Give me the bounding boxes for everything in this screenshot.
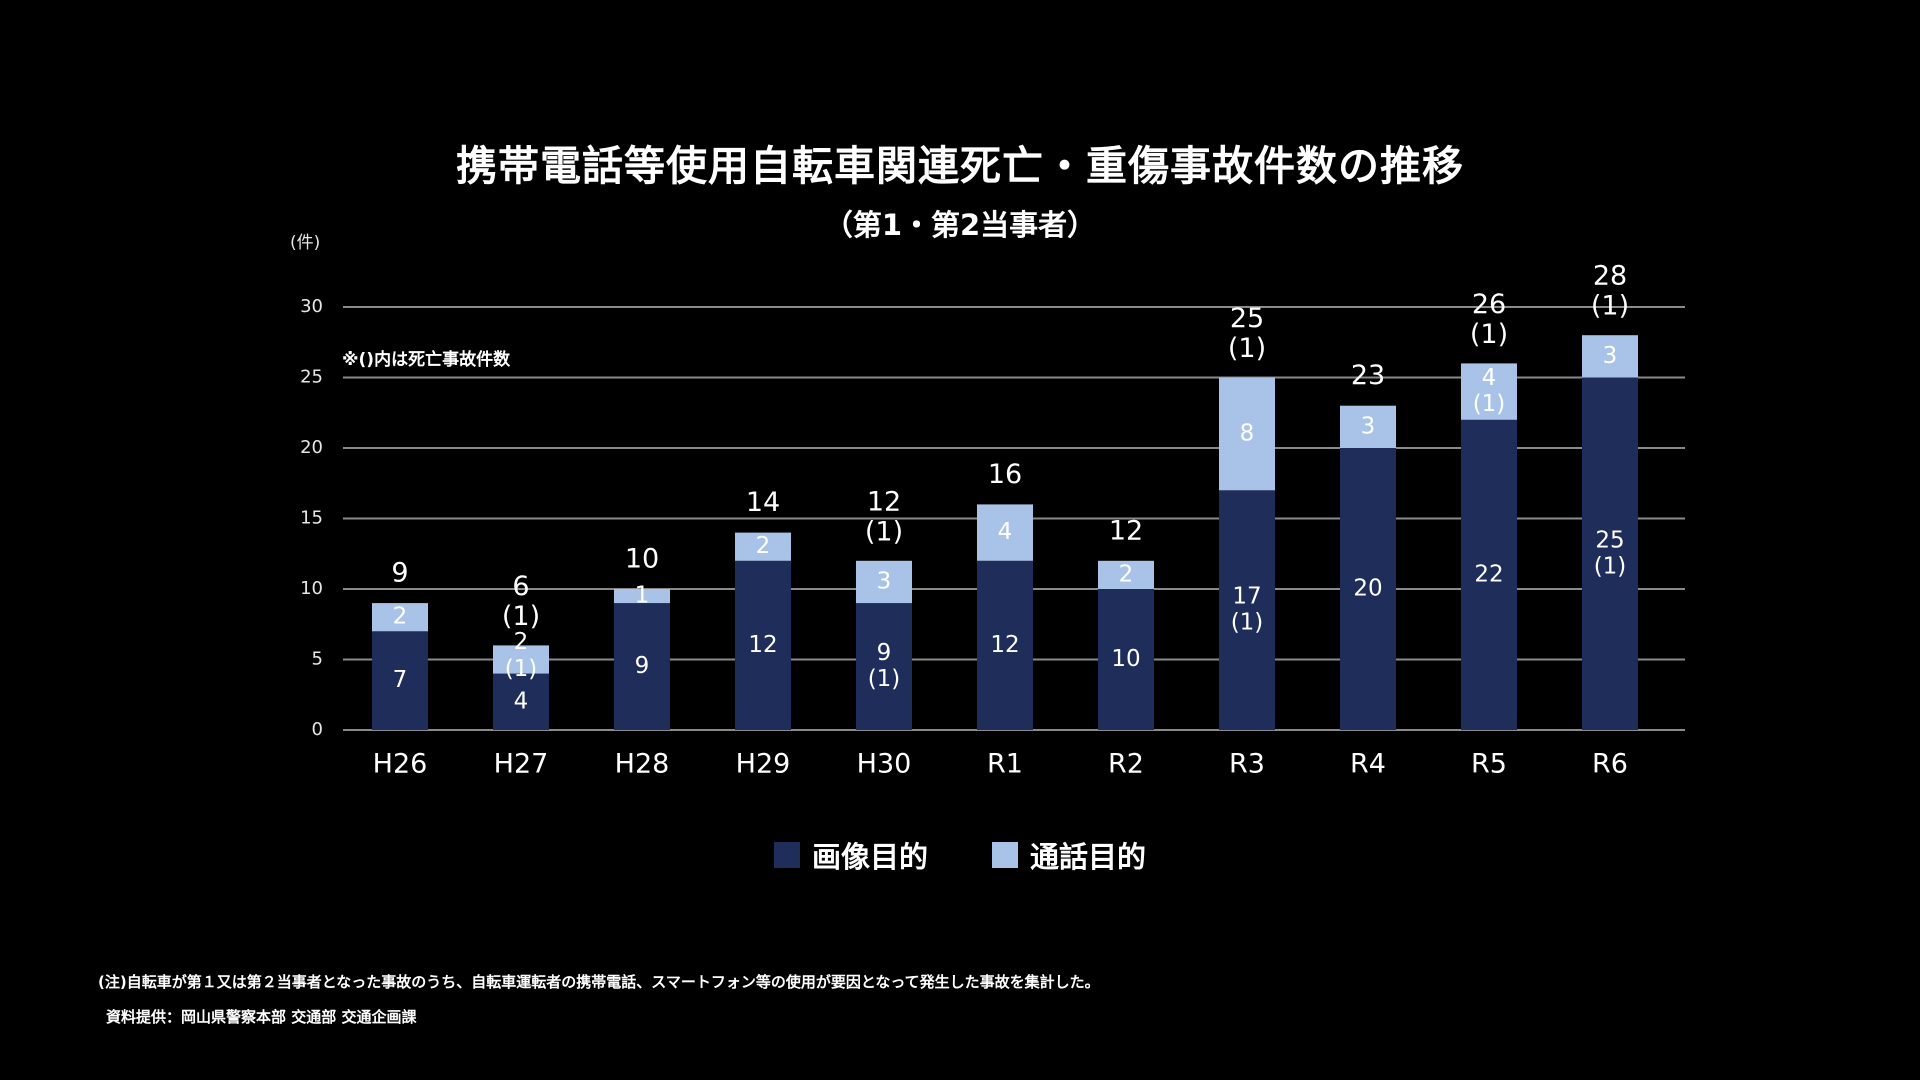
chart-title: 携帯電話等使用自転車関連死亡・重傷事故件数の推移 — [456, 142, 1464, 190]
bar-call-purpose — [493, 645, 549, 674]
fatal-label-image-purpose: (1) — [1231, 610, 1264, 636]
fatal-label-call-purpose: (1) — [1473, 391, 1506, 417]
total-label: 6 — [512, 571, 529, 602]
x-tick-label: R6 — [1592, 749, 1628, 780]
x-tick-label: H26 — [373, 749, 428, 780]
data-label-image-purpose: 9 — [635, 653, 650, 679]
data-label-call-purpose: 4 — [998, 519, 1013, 545]
fatal-count-note: ※()内は死亡事故件数 — [342, 350, 511, 370]
footnote: (注)自転車が第１又は第２当事者となった事故のうち、自転車運転者の携帯電話、スマ… — [98, 973, 1100, 991]
total-label: 23 — [1351, 360, 1385, 391]
total-label: 10 — [625, 544, 659, 575]
legend-swatch-call-purpose — [992, 842, 1018, 868]
data-label-image-purpose: 12 — [748, 632, 777, 658]
total-fatal-label: (1) — [1470, 319, 1508, 350]
data-label-call-purpose: 3 — [1603, 343, 1618, 369]
source-credit: 資料提供：岡山県警察本部 交通部 交通企画課 — [106, 1008, 417, 1026]
bar-call-purpose — [372, 603, 428, 632]
data-label-image-purpose: 10 — [1111, 646, 1140, 672]
total-fatal-label: (1) — [1591, 291, 1629, 322]
legend-item-call-purpose: 通話目的 — [992, 834, 1146, 876]
total-label: 14 — [746, 487, 780, 518]
total-label: 12 — [1109, 515, 1143, 546]
legend-item-image-purpose: 画像目的 — [773, 834, 928, 876]
data-label-call-purpose: 2 — [1119, 561, 1134, 587]
legend-label-call-purpose: 通話目的 — [1030, 840, 1147, 874]
data-label-image-purpose: 4 — [514, 688, 529, 714]
total-label: 16 — [988, 459, 1022, 490]
data-label-call-purpose: 4 — [1482, 365, 1497, 391]
x-tick-label: R1 — [987, 749, 1023, 780]
y-tick-label: 5 — [312, 649, 323, 670]
bar-call-purpose — [1461, 363, 1517, 420]
bar-call-purpose — [856, 560, 912, 604]
legend-swatch-image-purpose — [773, 842, 800, 868]
x-tick-label: H27 — [494, 749, 549, 780]
fatal-label-call-purpose: (1) — [505, 656, 538, 682]
y-tick-label: 0 — [312, 719, 323, 740]
total-label: 9 — [391, 558, 408, 589]
y-tick-label: 15 — [300, 508, 323, 529]
bar-image-purpose — [493, 673, 549, 730]
y-axis-unit-label: (件) — [290, 233, 321, 253]
total-fatal-label: (1) — [1228, 333, 1266, 364]
total-label: 28 — [1593, 261, 1627, 292]
chart-subtitle: （第1・第2当事者） — [823, 208, 1097, 242]
bar-image-purpose — [1340, 448, 1396, 730]
bar-image-purpose — [1582, 377, 1638, 730]
bar-image-purpose — [372, 631, 428, 730]
data-label-call-purpose: 2 — [756, 533, 771, 559]
total-label: 26 — [1472, 289, 1506, 320]
data-label-image-purpose: 12 — [990, 632, 1019, 658]
bar-call-purpose — [1219, 377, 1275, 491]
total-fatal-label: (1) — [502, 601, 540, 632]
bar-call-purpose — [614, 589, 670, 604]
data-label-image-purpose: 25 — [1595, 527, 1624, 553]
x-tick-label: R5 — [1471, 749, 1507, 780]
data-label-image-purpose: 9 — [877, 640, 892, 666]
data-label-call-purpose: 3 — [1361, 413, 1376, 439]
x-tick-label: R3 — [1229, 749, 1265, 780]
y-tick-label: 30 — [300, 296, 323, 317]
data-label-image-purpose: 20 — [1353, 576, 1382, 602]
bar-call-purpose — [1098, 560, 1154, 589]
legend: 画像目的 通話目的 — [0, 834, 1920, 876]
data-label-image-purpose: 17 — [1232, 584, 1261, 610]
fatal-label-image-purpose: (1) — [868, 666, 901, 692]
data-label-call-purpose: 8 — [1240, 420, 1255, 446]
x-tick-label: R4 — [1350, 749, 1386, 780]
total-label: 25 — [1230, 303, 1264, 334]
bar-image-purpose — [1219, 490, 1275, 730]
bar-image-purpose — [856, 603, 912, 730]
total-fatal-label: (1) — [865, 516, 903, 547]
x-tick-label: R2 — [1108, 749, 1144, 780]
data-label-call-purpose: 1 — [635, 583, 650, 609]
bar-image-purpose — [977, 560, 1033, 730]
bar-call-purpose — [977, 504, 1033, 561]
bar-image-purpose — [1461, 419, 1517, 730]
bar-call-purpose — [1582, 335, 1638, 378]
x-tick-label: H30 — [857, 749, 912, 780]
y-tick-label: 10 — [300, 578, 323, 599]
x-tick-label: H28 — [615, 749, 670, 780]
data-label-call-purpose: 2 — [514, 629, 529, 655]
x-tick-label: H29 — [736, 749, 791, 780]
legend-label-image-purpose: 画像目的 — [811, 840, 928, 874]
data-label-image-purpose: 22 — [1474, 561, 1503, 587]
total-label: 12 — [867, 486, 901, 517]
bar-call-purpose — [735, 532, 791, 561]
bar-image-purpose — [614, 603, 670, 730]
y-tick-label: 25 — [300, 367, 323, 388]
fatal-label-image-purpose: (1) — [1594, 553, 1627, 579]
data-label-image-purpose: 7 — [393, 667, 408, 693]
data-label-call-purpose: 2 — [393, 604, 408, 630]
bar-image-purpose — [1098, 589, 1154, 730]
data-label-call-purpose: 3 — [877, 568, 892, 594]
bar-image-purpose — [735, 560, 791, 730]
y-tick-label: 20 — [300, 437, 323, 458]
bar-call-purpose — [1340, 405, 1396, 448]
